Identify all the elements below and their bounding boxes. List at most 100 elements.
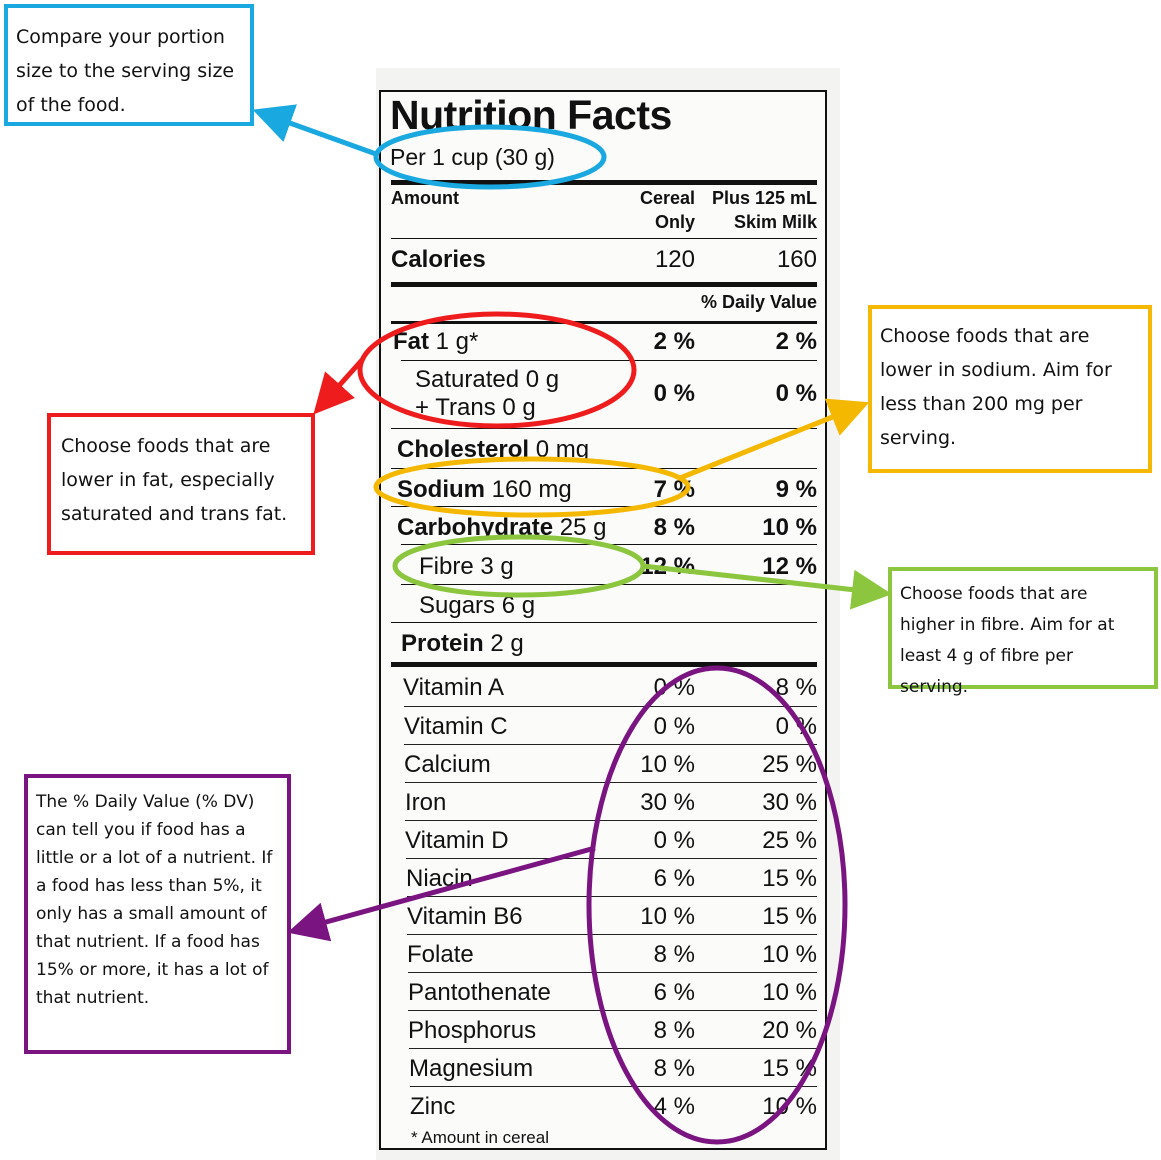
vitamin-cereal-value: 30 % bbox=[640, 789, 695, 816]
sugars-row: Sugars 6 g bbox=[397, 586, 821, 624]
vitamin-name: Magnesium bbox=[409, 1055, 534, 1082]
sodium-row: Sodium 160 mg 7 % 9 % bbox=[397, 470, 817, 508]
vitamin-with-milk-value: 20 % bbox=[762, 1017, 817, 1044]
fibre-cereal: 12 % bbox=[640, 553, 695, 580]
carbohydrate-with-milk: 10 % bbox=[762, 514, 817, 541]
calories-row: Calories 120 160 bbox=[391, 240, 817, 278]
vitamin-row: Vitamin D 0 % 25 % bbox=[405, 820, 817, 859]
vitamin-with-milk-value: 0 % bbox=[775, 713, 817, 740]
daily-value-header: % Daily Value bbox=[700, 292, 817, 312]
col1-header-line1: Cereal bbox=[639, 188, 695, 208]
sodium-with-milk: 9 % bbox=[775, 476, 817, 503]
vitamin-cereal-value: 6 % bbox=[653, 865, 695, 892]
sodium-cereal: 7 % bbox=[653, 476, 695, 503]
vitamin-with-milk-value: 8 % bbox=[775, 674, 817, 701]
vitamin-cereal-value: 0 % bbox=[653, 713, 695, 740]
vitamin-cereal-value: 8 % bbox=[653, 1017, 695, 1044]
vitamin-with-milk-value: 25 % bbox=[762, 751, 817, 778]
thin-rule bbox=[401, 360, 817, 361]
thin-rule bbox=[391, 622, 817, 623]
thin-rule bbox=[391, 468, 817, 469]
vitamin-row: Folate 8 % 10 % bbox=[407, 934, 817, 973]
vitamin-name: Vitamin D bbox=[405, 827, 509, 854]
vitamin-name: Folate bbox=[407, 941, 474, 968]
vitamin-cereal-value: 8 % bbox=[653, 941, 695, 968]
vitamin-with-milk-value: 10 % bbox=[762, 1093, 817, 1120]
vitamin-name: Calcium bbox=[404, 751, 491, 778]
sodium-callout: Choose foods that are lower in sodium. A… bbox=[868, 305, 1152, 473]
protein-amount: 2 g bbox=[483, 630, 524, 657]
carbohydrate-cereal: 8 % bbox=[653, 514, 695, 541]
carbohydrate-row: Carbohydrate 25 g 8 % 10 % bbox=[397, 508, 817, 546]
vitamin-row: Iron 30 % 30 % bbox=[405, 782, 817, 821]
fibre-callout-text: Choose foods that are higher in fibre. A… bbox=[900, 584, 1115, 697]
thin-rule bbox=[391, 506, 817, 507]
vitamin-with-milk-value: 15 % bbox=[762, 865, 817, 892]
serving-arrow bbox=[252, 104, 377, 157]
trans-label: + Trans 0 g bbox=[415, 394, 536, 421]
fat-cereal: 2 % bbox=[653, 328, 695, 355]
fat-amount: 1 g* bbox=[429, 328, 479, 355]
vitamin-cereal-value: 10 % bbox=[640, 751, 695, 778]
saturated-label: Saturated 0 g bbox=[415, 366, 560, 393]
vitamin-name: Phosphorus bbox=[408, 1017, 537, 1044]
vitamin-cereal-value: 0 % bbox=[653, 674, 695, 701]
cholesterol-label: Cholesterol bbox=[397, 436, 530, 463]
label-title: Nutrition Facts bbox=[390, 92, 672, 138]
vitamin-name: Vitamin A bbox=[403, 674, 504, 701]
vitamin-with-milk-value: 15 % bbox=[762, 1055, 817, 1082]
vitamin-name: Vitamin C bbox=[404, 713, 508, 740]
vitamin-row: Vitamin A 0 % 8 % bbox=[403, 668, 817, 706]
thin-rule bbox=[391, 238, 817, 239]
thin-rule bbox=[391, 428, 817, 429]
vitamin-row: Pantothenate 6 % 10 % bbox=[408, 972, 817, 1011]
vitamin-cereal-value: 10 % bbox=[640, 903, 695, 930]
fat-callout: Choose foods that are lower in fat, espe… bbox=[47, 413, 315, 555]
vitamin-name: Zinc bbox=[410, 1093, 456, 1120]
calories-label: Calories bbox=[391, 246, 486, 273]
vitamin-row: Calcium 10 % 25 % bbox=[404, 744, 817, 783]
vitamin-row: Magnesium 8 % 15 % bbox=[409, 1048, 817, 1087]
vitamin-row: Niacin 6 % 15 % bbox=[406, 858, 817, 897]
sodium-amount: 160 mg bbox=[485, 476, 572, 503]
thin-rule bbox=[401, 584, 817, 585]
thick-rule bbox=[391, 282, 817, 287]
saturated-trans-row: Saturated 0 g + Trans 0 g 0 % 0 % bbox=[393, 362, 817, 422]
nutrition-facts-table: Nutrition Facts Per 1 cup (30 g) Amount … bbox=[379, 90, 827, 1150]
serving-size-callout: Compare your portion size to the serving… bbox=[4, 4, 254, 126]
daily-value-callout: The % Daily Value (% DV) can tell you if… bbox=[24, 774, 291, 1054]
vitamin-with-milk-value: 30 % bbox=[762, 789, 817, 816]
protein-row: Protein 2 g bbox=[401, 624, 825, 662]
vitamin-name: Pantothenate bbox=[408, 979, 551, 1006]
saturated-cereal: 0 % bbox=[653, 380, 695, 407]
sodium-label: Sodium bbox=[397, 476, 485, 503]
fat-callout-text: Choose foods that are lower in fat, espe… bbox=[61, 435, 288, 525]
serving-size: Per 1 cup (30 g) bbox=[390, 144, 555, 170]
vitamin-name: Vitamin B6 bbox=[407, 903, 523, 930]
fibre-label: Fibre 3 g bbox=[419, 553, 514, 580]
carbohydrate-label: Carbohydrate bbox=[397, 514, 554, 541]
cholesterol-row: Cholesterol 0 mg bbox=[397, 430, 821, 468]
vitamin-name: Niacin bbox=[406, 865, 473, 892]
col1-header-line2: Only bbox=[654, 212, 695, 232]
vitamin-row: Phosphorus 8 % 20 % bbox=[408, 1010, 817, 1049]
sodium-callout-text: Choose foods that are lower in sodium. A… bbox=[880, 325, 1112, 449]
fibre-callout: Choose foods that are higher in fibre. A… bbox=[888, 567, 1158, 697]
vitamin-with-milk-value: 25 % bbox=[762, 827, 817, 854]
carbohydrate-amount: 25 g bbox=[553, 514, 607, 541]
fibre-with-milk: 12 % bbox=[762, 553, 817, 580]
calories-cereal: 120 bbox=[654, 246, 695, 273]
fibre-row: Fibre 3 g 12 % 12 % bbox=[397, 547, 817, 585]
saturated-with-milk: 0 % bbox=[775, 380, 817, 407]
vitamin-cereal-value: 8 % bbox=[653, 1055, 695, 1082]
thick-rule bbox=[391, 180, 817, 185]
cholesterol-amount: 0 mg bbox=[529, 436, 590, 463]
protein-label: Protein bbox=[401, 630, 484, 657]
fat-arrow bbox=[313, 358, 364, 415]
dv-callout-text: The % Daily Value (% DV) can tell you if… bbox=[36, 792, 273, 1008]
vitamin-name: Iron bbox=[405, 789, 447, 816]
vitamin-row: Vitamin B6 10 % 15 % bbox=[407, 896, 817, 935]
vitamin-cereal-value: 6 % bbox=[653, 979, 695, 1006]
fat-label: Fat bbox=[393, 328, 429, 355]
thin-rule bbox=[401, 544, 817, 545]
